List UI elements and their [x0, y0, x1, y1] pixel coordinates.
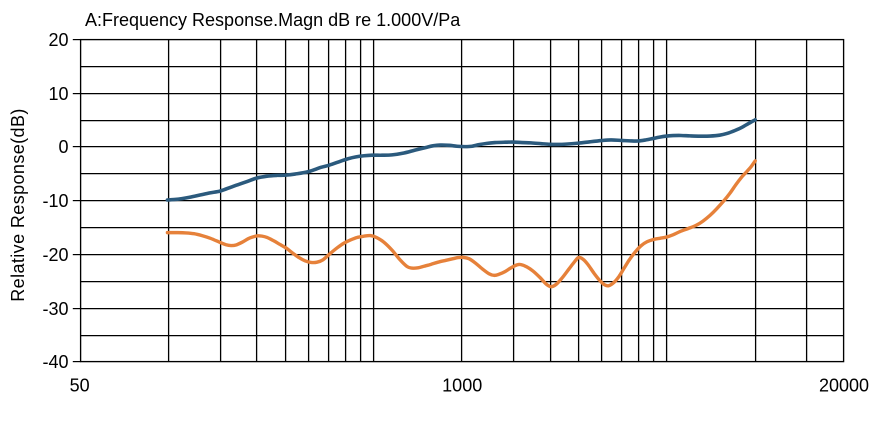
svg-text:10: 10	[48, 84, 68, 104]
svg-text:0: 0	[58, 137, 68, 157]
svg-text:-40: -40	[42, 352, 68, 372]
svg-text:-20: -20	[42, 245, 68, 265]
svg-text:1000: 1000	[442, 375, 482, 395]
svg-text:20: 20	[48, 30, 68, 50]
svg-text:-30: -30	[42, 299, 68, 319]
svg-text:20000: 20000	[819, 375, 869, 395]
svg-text:50: 50	[70, 375, 90, 395]
svg-text:-10: -10	[42, 191, 68, 211]
svg-text:A:Frequency Response.Magn dB r: A:Frequency Response.Magn dB re 1.000V/P…	[85, 10, 461, 30]
svg-text:Relative Response(dB): Relative Response(dB)	[8, 108, 28, 302]
